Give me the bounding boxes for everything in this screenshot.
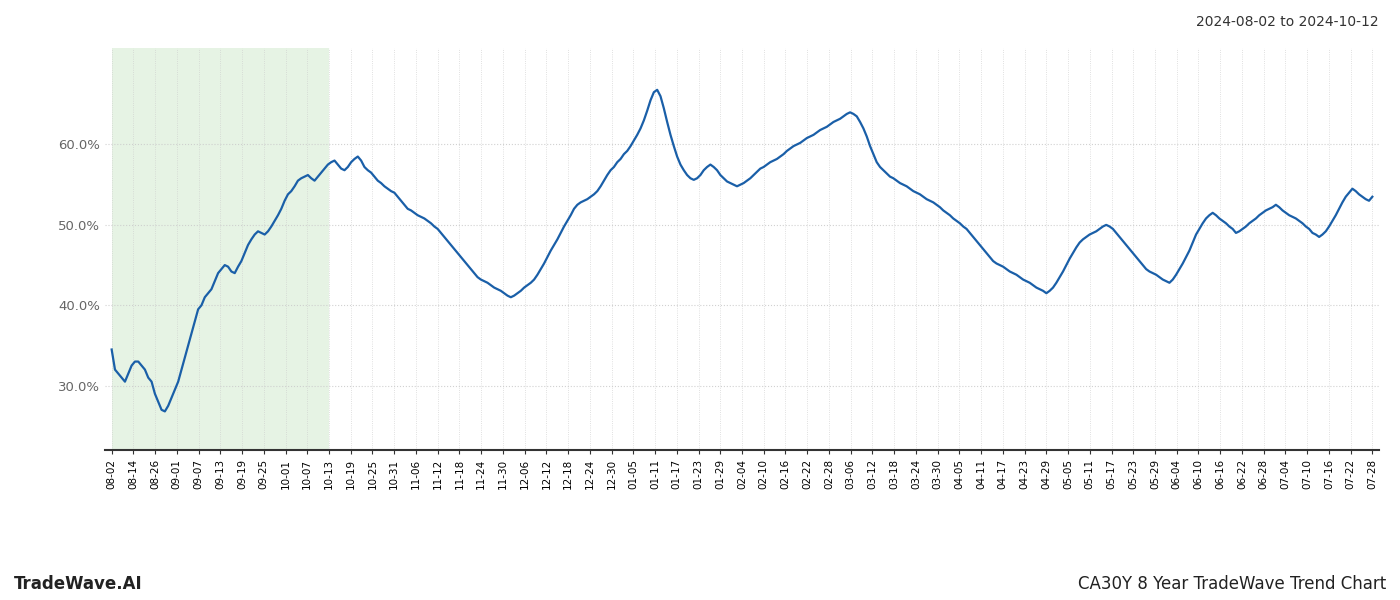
Text: 2024-08-02 to 2024-10-12: 2024-08-02 to 2024-10-12 xyxy=(1197,15,1379,29)
Text: CA30Y 8 Year TradeWave Trend Chart: CA30Y 8 Year TradeWave Trend Chart xyxy=(1078,575,1386,593)
Text: TradeWave.AI: TradeWave.AI xyxy=(14,575,143,593)
Bar xyxy=(112,48,329,450)
